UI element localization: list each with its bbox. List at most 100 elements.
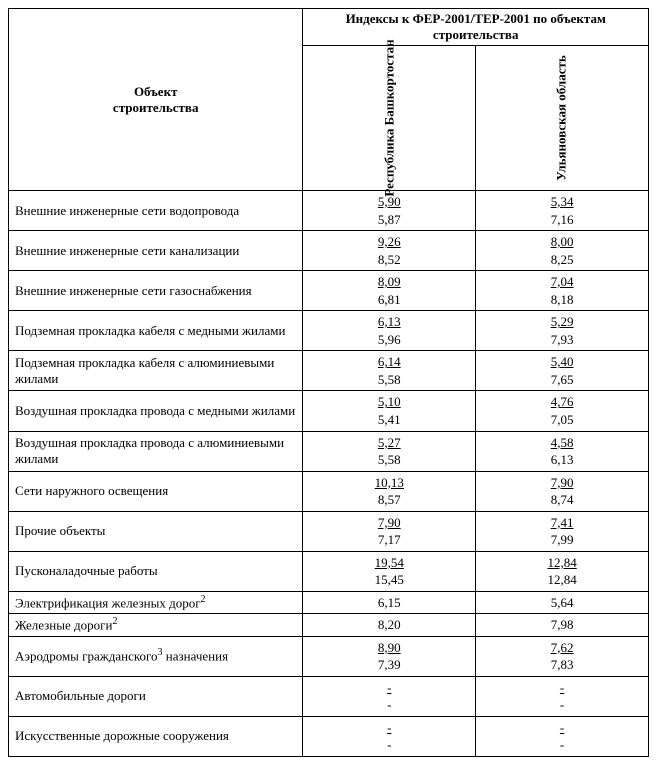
- index-table: Объект строительства Индексы к ФЕР-2001/…: [8, 8, 649, 757]
- value-top: 5,34: [480, 193, 644, 211]
- value-cell: 10,138,57: [303, 471, 476, 511]
- table-row: Искусственные дорожные сооружения----: [9, 716, 649, 756]
- value-bottom: -: [480, 736, 644, 754]
- value-cell: 7,908,74: [476, 471, 649, 511]
- value-bottom: 7,93: [480, 331, 644, 349]
- row-label: Пусконаладочные работы: [9, 551, 303, 591]
- value-top: -: [307, 719, 471, 737]
- value-top: 4,58: [480, 434, 644, 452]
- row-label: Подземная прокладка кабеля с медными жил…: [9, 311, 303, 351]
- row-label: Внешние инженерные сети водопровода: [9, 191, 303, 231]
- value-bottom: 6,81: [307, 291, 471, 309]
- value-top: -: [480, 679, 644, 697]
- value-cell: --: [303, 676, 476, 716]
- table-head: Объект строительства Индексы к ФЕР-2001/…: [9, 9, 649, 191]
- value-bottom: -: [307, 696, 471, 714]
- table-row: Пусконаладочные работы19,5415,4512,8412,…: [9, 551, 649, 591]
- table-row: Аэродромы гражданского3 назначения8,907,…: [9, 636, 649, 676]
- value-cell: 5,275,58: [303, 431, 476, 471]
- value-top: 5,40: [480, 353, 644, 371]
- value-bottom: 7,65: [480, 371, 644, 389]
- row-label: Железные дороги2: [9, 614, 303, 636]
- value-cell: 6,145,58: [303, 351, 476, 391]
- value-bottom: 12,84: [480, 571, 644, 589]
- value-top: 5,29: [480, 313, 644, 331]
- value-cell: --: [303, 716, 476, 756]
- value-top: 6,14: [307, 353, 471, 371]
- table-row: Железные дороги28,207,98: [9, 614, 649, 636]
- header-col2: Ульяновская область: [476, 46, 649, 191]
- row-label: Внешние инженерные сети газоснабжения: [9, 271, 303, 311]
- row-label: Автомобильные дороги: [9, 676, 303, 716]
- value-cell: 12,8412,84: [476, 551, 649, 591]
- header-top: Индексы к ФЕР-2001/ТЕР-2001 по объектам …: [303, 9, 649, 46]
- value-top: 7,90: [307, 514, 471, 532]
- table-row: Автомобильные дороги----: [9, 676, 649, 716]
- value-bottom: 15,45: [307, 571, 471, 589]
- row-label: Прочие объекты: [9, 511, 303, 551]
- row-label: Искусственные дорожные сооружения: [9, 716, 303, 756]
- table-row: Внешние инженерные сети канализации9,268…: [9, 231, 649, 271]
- value-top: 10,13: [307, 474, 471, 492]
- value-bottom: 7,17: [307, 531, 471, 549]
- table-row: Воздушная прокладка провода с медными жи…: [9, 391, 649, 431]
- value-cell: 4,586,13: [476, 431, 649, 471]
- value-cell: 5,64: [476, 591, 649, 613]
- value-bottom: 7,83: [480, 656, 644, 674]
- row-label: Подземная прокладка кабеля с алюминиевым…: [9, 351, 303, 391]
- value-cell: 7,417,99: [476, 511, 649, 551]
- value-top: 5,10: [307, 393, 471, 411]
- value-cell: 7,048,18: [476, 271, 649, 311]
- value-cell: 5,105,41: [303, 391, 476, 431]
- table-row: Сети наружного освещения10,138,577,908,7…: [9, 471, 649, 511]
- value-top: 7,41: [480, 514, 644, 532]
- value-cell: 19,5415,45: [303, 551, 476, 591]
- value-top: 12,84: [480, 554, 644, 572]
- value-bottom: 8,74: [480, 491, 644, 509]
- value-bottom: 8,18: [480, 291, 644, 309]
- value-top: 9,26: [307, 233, 471, 251]
- table-row: Подземная прокладка кабеля с медными жил…: [9, 311, 649, 351]
- row-label: Сети наружного освещения: [9, 471, 303, 511]
- value-bottom: 7,99: [480, 531, 644, 549]
- value-bottom: -: [480, 696, 644, 714]
- value-top: -: [480, 719, 644, 737]
- value-cell: 8,096,81: [303, 271, 476, 311]
- value-cell: 7,907,17: [303, 511, 476, 551]
- row-label: Воздушная прокладка провода с медными жи…: [9, 391, 303, 431]
- value-cell: 5,347,16: [476, 191, 649, 231]
- value-top: 7,62: [480, 639, 644, 657]
- value-cell: 5,407,65: [476, 351, 649, 391]
- value-bottom: 5,87: [307, 211, 471, 229]
- value-top: 4,76: [480, 393, 644, 411]
- value-top: 19,54: [307, 554, 471, 572]
- value-bottom: 5,41: [307, 411, 471, 429]
- value-cell: 7,627,83: [476, 636, 649, 676]
- row-label: Электрификация железных дорог2: [9, 591, 303, 613]
- value-cell: --: [476, 676, 649, 716]
- value-top: 6,13: [307, 313, 471, 331]
- value-cell: 6,135,96: [303, 311, 476, 351]
- table-row: Внешние инженерные сети газоснабжения8,0…: [9, 271, 649, 311]
- table-row: Прочие объекты7,907,177,417,99: [9, 511, 649, 551]
- table-row: Электрификация железных дорог26,155,64: [9, 591, 649, 613]
- value-bottom: 8,52: [307, 251, 471, 269]
- footnote-ref: 3: [158, 647, 163, 658]
- value-bottom: -: [307, 736, 471, 754]
- value-cell: 9,268,52: [303, 231, 476, 271]
- table-body: Внешние инженерные сети водопровода5,905…: [9, 191, 649, 757]
- header-object: Объект строительства: [9, 9, 303, 191]
- value-top: 7,90: [480, 474, 644, 492]
- value-bottom: 7,05: [480, 411, 644, 429]
- table-row: Воздушная прокладка провода с алюминиевы…: [9, 431, 649, 471]
- row-label: Внешние инженерные сети канализации: [9, 231, 303, 271]
- value-bottom: 7,39: [307, 656, 471, 674]
- value-bottom: 7,16: [480, 211, 644, 229]
- value-cell: --: [476, 716, 649, 756]
- value-cell: 6,15: [303, 591, 476, 613]
- table-row: Внешние инженерные сети водопровода5,905…: [9, 191, 649, 231]
- row-label: Аэродромы гражданского3 назначения: [9, 636, 303, 676]
- footnote-ref: 2: [201, 594, 206, 605]
- value-cell: 8,907,39: [303, 636, 476, 676]
- value-cell: 8,008,25: [476, 231, 649, 271]
